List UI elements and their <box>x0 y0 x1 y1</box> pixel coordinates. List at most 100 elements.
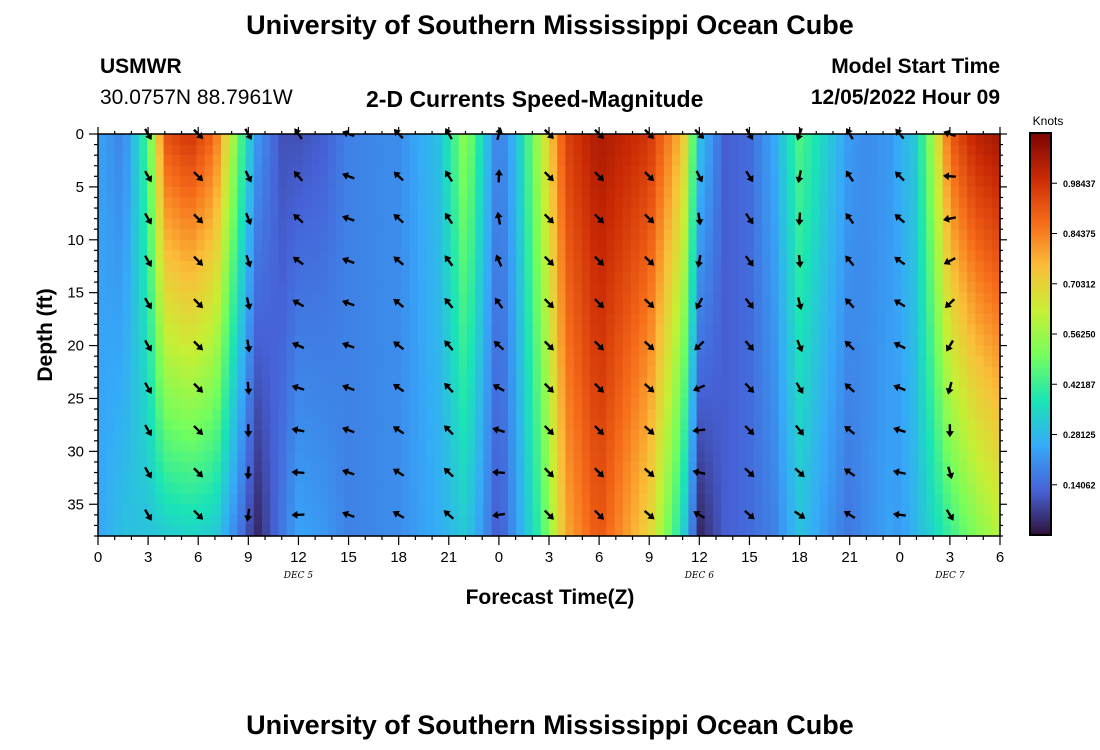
heatmap-cell <box>786 366 796 378</box>
heatmap-cell <box>221 514 230 527</box>
heatmap-cell <box>368 218 378 230</box>
heatmap-cell <box>508 176 517 188</box>
heatmap-cell <box>877 451 886 463</box>
heatmap-cell <box>713 134 722 146</box>
heatmap-cell <box>106 155 115 167</box>
heatmap-cell <box>581 461 591 474</box>
heatmap-cell <box>450 525 460 537</box>
heatmap-cell <box>483 324 493 336</box>
heatmap-cell <box>581 366 591 378</box>
heatmap-cell <box>967 134 976 146</box>
heatmap-cell <box>942 377 952 389</box>
heatmap-cell <box>557 271 566 283</box>
heatmap-cell <box>983 229 993 241</box>
heatmap-cell <box>442 377 452 389</box>
heatmap-cell <box>122 292 132 304</box>
heatmap-cell <box>786 419 796 431</box>
heatmap-cell <box>335 176 345 188</box>
heatmap-cell <box>696 324 706 336</box>
heatmap-cell <box>778 165 788 177</box>
heatmap-cell <box>819 324 829 336</box>
heatmap-cell <box>909 356 919 368</box>
heatmap-cell <box>401 483 411 495</box>
heatmap-cell <box>631 398 640 410</box>
heatmap-cell <box>524 229 534 241</box>
heatmap-cell <box>475 345 484 357</box>
heatmap-cell <box>762 514 771 527</box>
current-arrow <box>893 341 906 350</box>
heatmap-cell <box>540 176 550 188</box>
heatmap-cell <box>237 483 247 495</box>
heatmap-cell <box>335 345 345 357</box>
heatmap-cell <box>122 472 132 484</box>
heatmap-cell <box>975 155 985 167</box>
current-arrow <box>695 170 704 183</box>
heatmap-cell <box>360 260 370 273</box>
heatmap-cell <box>286 483 296 495</box>
heatmap-cell <box>368 377 378 389</box>
heatmap-cell <box>983 514 993 527</box>
heatmap-cell <box>171 260 181 273</box>
heatmap-cell <box>147 313 156 326</box>
heatmap-cell <box>852 186 862 199</box>
heatmap-cell <box>393 440 402 452</box>
heatmap-cell <box>680 218 689 230</box>
heatmap-cell <box>696 356 706 368</box>
heatmap-cell <box>745 345 755 357</box>
heatmap-cell <box>516 440 525 452</box>
heatmap-cell <box>631 356 640 368</box>
heatmap-cell <box>335 514 345 527</box>
heatmap-cell <box>614 186 624 199</box>
heatmap-cell <box>950 324 960 336</box>
heatmap-cell <box>713 239 722 251</box>
heatmap-cell <box>819 409 829 421</box>
heatmap-cell <box>409 155 419 167</box>
heatmap-cell <box>524 345 534 357</box>
heatmap-cell <box>467 303 476 315</box>
heatmap-cell <box>524 398 534 410</box>
heatmap-cell <box>655 186 665 199</box>
heatmap-cell <box>327 155 337 167</box>
heatmap-cell <box>270 144 279 156</box>
heatmap-cell <box>188 345 197 357</box>
heatmap-cell <box>155 250 165 262</box>
heatmap-cell <box>262 356 271 368</box>
heatmap-cell <box>467 165 476 177</box>
heatmap-cell <box>721 239 730 251</box>
heatmap-cell <box>713 292 722 304</box>
heatmap-cell <box>573 292 583 304</box>
heatmap-cell <box>516 514 525 527</box>
heatmap-cell <box>180 260 189 273</box>
heatmap-cell <box>524 440 534 452</box>
heatmap-cell <box>893 398 903 410</box>
heatmap-cell <box>540 451 550 463</box>
heatmap-cell <box>557 324 566 336</box>
heatmap-cell <box>606 313 616 326</box>
heatmap-cell <box>163 313 173 326</box>
heatmap-cell <box>458 176 468 188</box>
heatmap-cell <box>852 134 862 146</box>
heatmap-cell <box>721 493 730 505</box>
heatmap-cell <box>893 155 903 167</box>
heatmap-cell <box>631 134 640 146</box>
heatmap-cell <box>303 292 312 304</box>
heatmap-cell <box>918 229 927 241</box>
heatmap-cell <box>754 165 763 177</box>
heatmap-cell <box>106 186 115 199</box>
heatmap-cell <box>942 451 952 463</box>
heatmap-cell <box>278 144 288 156</box>
heatmap-cell <box>540 186 550 199</box>
heatmap-cell <box>704 313 714 326</box>
heatmap-cell <box>557 155 566 167</box>
heatmap-cell <box>286 504 296 516</box>
heatmap-cell <box>770 239 780 251</box>
heatmap-cell <box>409 451 419 463</box>
heatmap-cell <box>614 292 624 304</box>
heatmap-cell <box>622 197 632 209</box>
heatmap-cell <box>114 493 124 505</box>
heatmap-cell <box>918 440 927 452</box>
heatmap-cell <box>885 260 894 273</box>
heatmap-cell <box>573 134 583 146</box>
heatmap-cell <box>360 134 370 146</box>
heatmap-cell <box>819 493 829 505</box>
